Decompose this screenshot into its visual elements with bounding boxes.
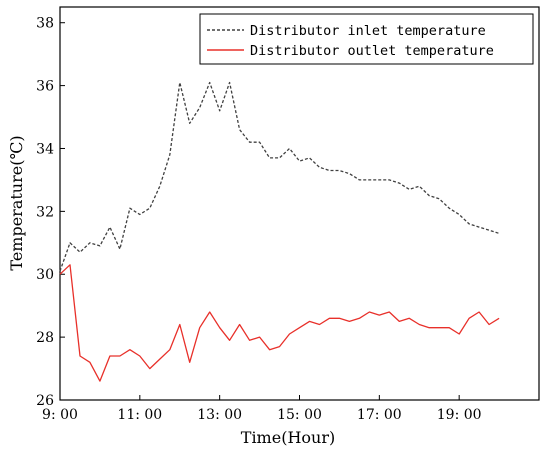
series-layer <box>59 81 500 382</box>
y-tick-label: 34 <box>36 141 54 157</box>
y-axis: 26 28 30 32 34 36 38 <box>36 16 65 409</box>
x-axis-title: Time(Hour) <box>241 428 335 447</box>
legend-label-inlet: Distributor inlet temperature <box>250 23 486 39</box>
plot-frame <box>59 6 540 401</box>
series-line-inlet <box>59 81 500 272</box>
x-axis: 9: 00 11: 00 13: 00 15: 00 17: 00 19: 00 <box>42 395 482 423</box>
legend-box <box>199 13 534 65</box>
x-tick-label: 15: 00 <box>277 407 322 423</box>
y-axis-title: Temperature(℃) <box>7 135 26 270</box>
y-tick-label: 38 <box>36 16 54 32</box>
x-tick-label: 19: 00 <box>437 407 482 423</box>
x-tick-label: 13: 00 <box>197 407 242 423</box>
y-tick-label: 36 <box>36 79 54 95</box>
x-tick-label: 11: 00 <box>117 407 162 423</box>
y-tick-label: 30 <box>36 267 54 283</box>
x-tick-label: 9: 00 <box>42 407 78 423</box>
series-line-outlet <box>59 264 500 382</box>
y-tick-label: 26 <box>36 393 54 409</box>
x-tick-label: 17: 00 <box>357 407 402 423</box>
legend-label-outlet: Distributor outlet temperature <box>250 43 494 59</box>
legend: Distributor inlet temperature Distributo… <box>199 13 534 65</box>
y-tick-label: 32 <box>36 204 54 220</box>
y-tick-label: 28 <box>36 330 54 346</box>
